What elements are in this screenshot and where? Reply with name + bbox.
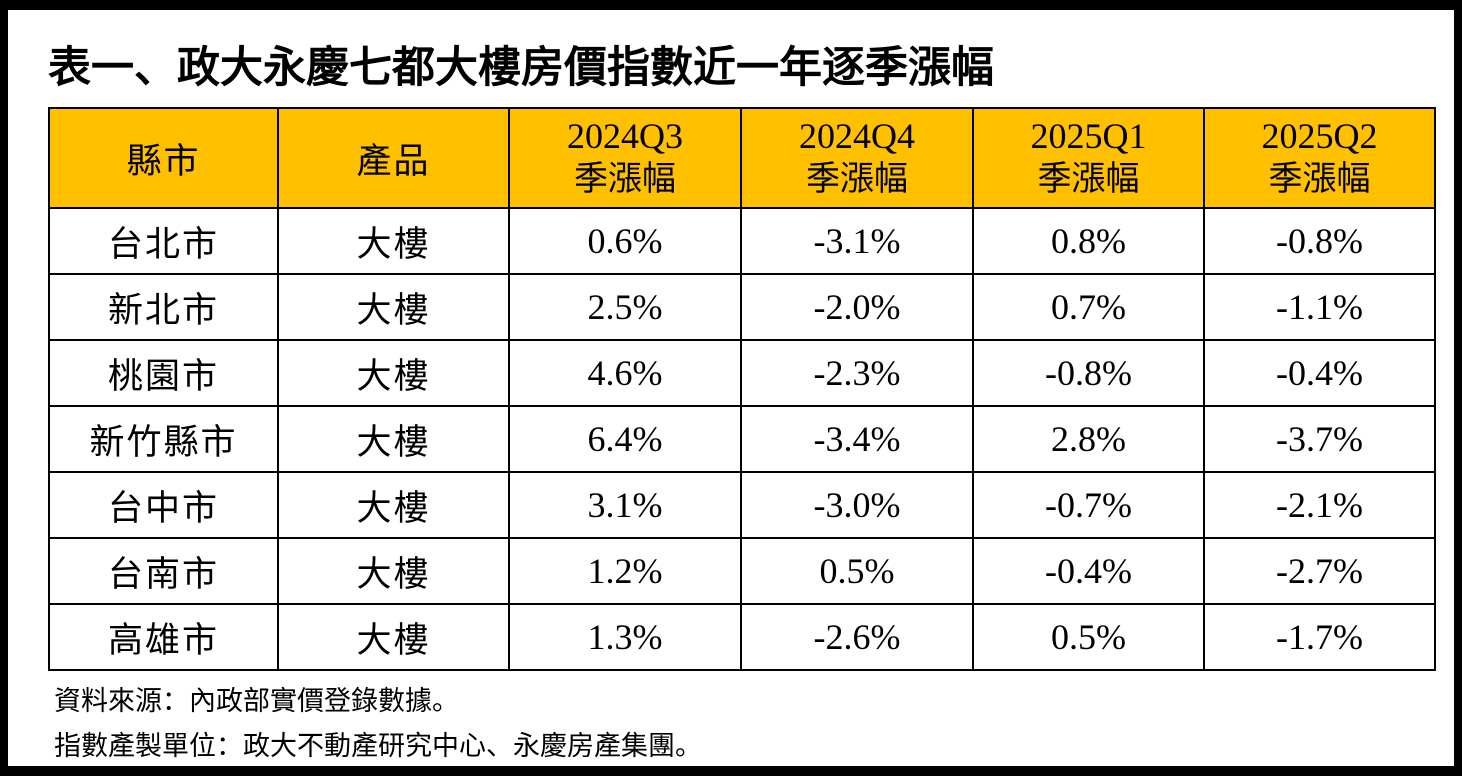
cell-value: 1.2% <box>508 537 742 605</box>
cell-product: 大樓 <box>277 339 510 407</box>
header-quarter-period: 2024Q3 <box>567 116 683 156</box>
cell-product: 大樓 <box>277 471 510 539</box>
cell-value: -2.7% <box>1203 537 1436 605</box>
header-city: 縣市 <box>48 107 279 209</box>
cell-value: -0.4% <box>1203 339 1436 407</box>
header-quarter: 2024Q4 季漲幅 <box>740 107 974 209</box>
header-quarter-label: 季漲幅 <box>1268 159 1371 199</box>
cell-value: -2.3% <box>740 339 974 407</box>
table-row: 高雄市 大樓 1.3% -2.6% 0.5% -1.7% <box>48 603 1436 671</box>
header-quarter-label: 季漲幅 <box>806 159 908 199</box>
cell-product: 大樓 <box>277 537 510 605</box>
cell-city: 新北市 <box>48 273 279 341</box>
header-quarter-period: 2025Q1 <box>1030 116 1147 156</box>
cell-value: -2.1% <box>1203 471 1436 539</box>
source-note: 資料來源：內政部實價登錄數據。 <box>54 686 459 717</box>
cell-value: -3.7% <box>1203 405 1436 473</box>
table-row: 新竹縣市 大樓 6.4% -3.4% 2.8% -3.7% <box>48 405 1436 473</box>
cell-value: 0.5% <box>972 603 1205 671</box>
cell-value: 0.8% <box>972 207 1205 275</box>
cell-value: -0.7% <box>972 471 1205 539</box>
table-row: 台南市 大樓 1.2% 0.5% -0.4% -2.7% <box>48 537 1436 605</box>
table-header-row: 縣市 產品 2024Q3 季漲幅 2024Q4 季漲幅 2025Q1 季漲幅 2… <box>48 107 1436 209</box>
producer-note: 指數產製單位：政大不動產研究中心、永慶房產集團。 <box>54 731 702 762</box>
cell-city: 高雄市 <box>48 603 279 671</box>
cell-value: -0.8% <box>1203 207 1436 275</box>
cell-value: 0.5% <box>740 537 974 605</box>
cell-value: 1.3% <box>508 603 742 671</box>
cell-value: -3.0% <box>740 471 974 539</box>
cell-value: -0.4% <box>972 537 1205 605</box>
cell-city: 新竹縣市 <box>48 405 279 473</box>
header-quarter-period: 2025Q2 <box>1261 116 1378 156</box>
cell-city: 台南市 <box>48 537 279 605</box>
header-quarter: 2024Q3 季漲幅 <box>508 107 742 209</box>
cell-value: -1.1% <box>1203 273 1436 341</box>
cell-value: -1.7% <box>1203 603 1436 671</box>
cell-value: -0.8% <box>972 339 1205 407</box>
price-index-table: 縣市 產品 2024Q3 季漲幅 2024Q4 季漲幅 2025Q1 季漲幅 2… <box>48 107 1436 671</box>
table-row: 新北市 大樓 2.5% -2.0% 0.7% -1.1% <box>48 273 1436 341</box>
table-title: 表一、政大永慶七都大樓房價指數近一年逐季漲幅 <box>48 43 994 93</box>
table-row: 台北市 大樓 0.6% -3.1% 0.8% -0.8% <box>48 207 1436 275</box>
cell-city: 台北市 <box>48 207 279 275</box>
cell-value: 4.6% <box>508 339 742 407</box>
header-quarter-label: 季漲幅 <box>574 159 676 199</box>
cell-product: 大樓 <box>277 405 510 473</box>
cell-city: 桃園市 <box>48 339 279 407</box>
header-quarter-label: 季漲幅 <box>1037 159 1140 199</box>
header-quarter: 2025Q1 季漲幅 <box>972 107 1205 209</box>
header-product: 產品 <box>277 107 510 209</box>
cell-value: 0.6% <box>508 207 742 275</box>
cell-value: 2.8% <box>972 405 1205 473</box>
cell-product: 大樓 <box>277 273 510 341</box>
cell-product: 大樓 <box>277 207 510 275</box>
cell-value: -3.1% <box>740 207 974 275</box>
table-row: 桃園市 大樓 4.6% -2.3% -0.8% -0.4% <box>48 339 1436 407</box>
cell-value: 6.4% <box>508 405 742 473</box>
header-quarter: 2025Q2 季漲幅 <box>1203 107 1436 209</box>
cell-value: 0.7% <box>972 273 1205 341</box>
cell-value: -2.0% <box>740 273 974 341</box>
header-quarter-period: 2024Q4 <box>799 116 915 156</box>
cell-value: -2.6% <box>740 603 974 671</box>
cell-value: -3.4% <box>740 405 974 473</box>
cell-value: 3.1% <box>508 471 742 539</box>
table-row: 台中市 大樓 3.1% -3.0% -0.7% -2.1% <box>48 471 1436 539</box>
cell-product: 大樓 <box>277 603 510 671</box>
cell-city: 台中市 <box>48 471 279 539</box>
cell-value: 2.5% <box>508 273 742 341</box>
